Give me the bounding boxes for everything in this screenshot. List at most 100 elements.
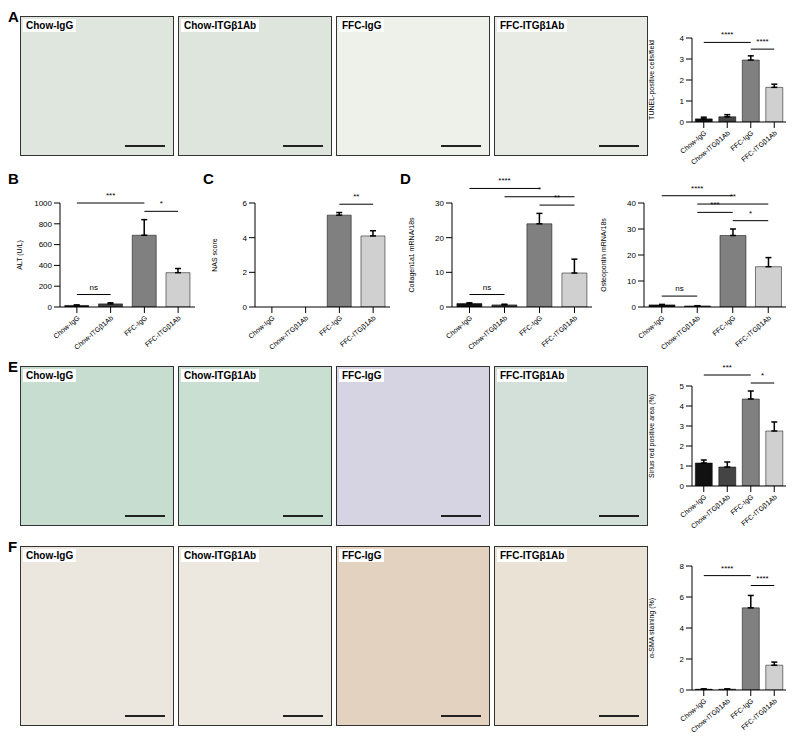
svg-text:NAS score: NAS score <box>211 238 218 272</box>
svg-text:3: 3 <box>680 55 685 64</box>
svg-text:Collagen1a1 mRNA/18s: Collagen1a1 mRNA/18s <box>408 217 416 293</box>
html-text:D: D <box>400 170 411 187</box>
svg-text:FFC-ITGβ1Ab: FFC-ITGβ1Ab <box>144 314 183 349</box>
svg-text:Chow-ITGβ1Ab: Chow-ITGβ1Ab <box>690 493 732 530</box>
svg-text:Chow-ITGβ1Ab: Chow-ITGβ1Ab <box>660 314 702 351</box>
svg-text:Chow-IgG: Chow-IgG <box>247 314 276 340</box>
svg-text:2: 2 <box>243 268 248 277</box>
svg-text:30: 30 <box>435 199 444 208</box>
svg-text:0: 0 <box>632 303 637 312</box>
svg-text:4: 4 <box>680 402 685 411</box>
svg-text:10: 10 <box>435 268 444 277</box>
svg-text:FFC-ITGβ1Ab: FFC-ITGβ1Ab <box>540 314 579 349</box>
svg-text:FFC-IgG: FFC-IgG <box>729 697 755 721</box>
svg-text:****: **** <box>691 184 703 193</box>
svg-text:FFC-ITGβ1Ab: FFC-ITGβ1Ab <box>740 493 779 528</box>
svg-text:ns: ns <box>675 284 683 293</box>
svg-text:2: 2 <box>680 655 685 664</box>
html-text:Chow-IgG: Chow-IgG <box>26 370 74 381</box>
svg-text:ALT (U/L): ALT (U/L) <box>16 240 24 270</box>
svg-text:****: **** <box>721 30 733 39</box>
svg-text:***: *** <box>106 191 115 200</box>
html-text:FFC-IgG: FFC-IgG <box>342 370 382 381</box>
svg-text:FFC-ITGβ1Ab: FFC-ITGβ1Ab <box>339 314 378 349</box>
svg-text:*: * <box>749 209 752 218</box>
svg-text:α-SMA staining (%): α-SMA staining (%) <box>648 598 656 658</box>
svg-text:****: **** <box>721 564 733 573</box>
svg-text:1: 1 <box>680 97 685 106</box>
html-text:FFC-IgG: FFC-IgG <box>342 20 382 31</box>
svg-text:Chow-ITGβ1Ab: Chow-ITGβ1Ab <box>268 314 310 351</box>
svg-text:Chow-IgG: Chow-IgG <box>637 314 666 340</box>
svg-text:10: 10 <box>627 277 636 286</box>
svg-text:Chow-ITGβ1Ab: Chow-ITGβ1Ab <box>690 697 732 734</box>
svg-text:600: 600 <box>39 240 53 249</box>
html-text:Chow-ITGβ1Ab: Chow-ITGβ1Ab <box>184 370 257 381</box>
svg-text:2: 2 <box>680 442 685 451</box>
svg-text:40: 40 <box>627 199 636 208</box>
svg-text:**: ** <box>730 192 736 201</box>
svg-text:**: ** <box>353 192 359 201</box>
svg-text:FFC-IgG: FFC-IgG <box>729 129 755 153</box>
svg-text:FFC-IgG: FFC-IgG <box>123 314 149 338</box>
svg-text:Sirius red positive area (%): Sirius red positive area (%) <box>648 394 656 478</box>
svg-text:0: 0 <box>680 118 685 127</box>
svg-text:0: 0 <box>48 303 53 312</box>
html-text:B: B <box>8 170 19 187</box>
svg-text:Osteopontin mRNA/18s: Osteopontin mRNA/18s <box>600 218 608 292</box>
svg-text:****: **** <box>498 176 510 185</box>
svg-text:0: 0 <box>243 303 248 312</box>
svg-text:0: 0 <box>440 303 445 312</box>
svg-text:800: 800 <box>39 220 53 229</box>
svg-text:1000: 1000 <box>34 199 52 208</box>
svg-text:4: 4 <box>680 624 685 633</box>
svg-text:20: 20 <box>435 234 444 243</box>
html-text:A: A <box>8 8 19 25</box>
svg-text:0: 0 <box>680 482 685 491</box>
svg-text:30: 30 <box>627 225 636 234</box>
svg-text:20: 20 <box>627 251 636 260</box>
svg-text:FFC-IgG: FFC-IgG <box>318 314 344 338</box>
svg-text:FFC-ITGβ1Ab: FFC-ITGβ1Ab <box>734 314 773 349</box>
html-text:Chow-ITGβ1Ab: Chow-ITGβ1Ab <box>184 20 257 31</box>
svg-text:*: * <box>538 185 541 194</box>
svg-text:Chow-IgG: Chow-IgG <box>678 697 708 723</box>
svg-text:400: 400 <box>39 261 53 270</box>
svg-text:*: * <box>761 371 764 380</box>
svg-text:ns: ns <box>90 283 98 292</box>
svg-text:Chow-IgG: Chow-IgG <box>678 129 708 155</box>
svg-text:FFC-IgG: FFC-IgG <box>711 314 737 338</box>
html-text:C: C <box>203 170 214 187</box>
svg-text:****: **** <box>756 37 768 46</box>
svg-text:****: **** <box>756 574 768 583</box>
svg-text:6: 6 <box>243 199 248 208</box>
svg-text:Chow-ITGβ1Ab: Chow-ITGβ1Ab <box>467 314 509 351</box>
svg-text:ns: ns <box>483 283 491 292</box>
svg-text:Chow-ITGβ1Ab: Chow-ITGβ1Ab <box>73 314 115 351</box>
svg-text:4: 4 <box>680 34 685 43</box>
svg-text:Chow-ITGβ1Ab: Chow-ITGβ1Ab <box>690 129 732 166</box>
html-text:FFC-ITGβ1Ab: FFC-ITGβ1Ab <box>500 20 565 31</box>
svg-text:TUNEL-positive cells/field: TUNEL-positive cells/field <box>648 40 656 120</box>
svg-text:3: 3 <box>680 422 685 431</box>
svg-text:6: 6 <box>680 593 685 602</box>
svg-text:FFC-ITGβ1Ab: FFC-ITGβ1Ab <box>740 697 779 732</box>
svg-text:0: 0 <box>680 686 685 695</box>
svg-text:Chow-IgG: Chow-IgG <box>52 314 81 340</box>
svg-text:FFC-ITGβ1Ab: FFC-ITGβ1Ab <box>740 129 779 164</box>
svg-text:8: 8 <box>680 562 685 571</box>
svg-text:*: * <box>160 199 163 208</box>
svg-text:5: 5 <box>680 382 685 391</box>
svg-text:4: 4 <box>243 234 248 243</box>
svg-text:***: *** <box>710 200 719 209</box>
svg-text:200: 200 <box>39 282 53 291</box>
svg-text:***: *** <box>723 363 732 372</box>
svg-text:Chow-IgG: Chow-IgG <box>445 314 474 340</box>
html-text:Chow-IgG: Chow-IgG <box>26 20 74 31</box>
svg-text:1: 1 <box>680 462 685 471</box>
svg-text:FFC-IgG: FFC-IgG <box>729 493 755 517</box>
svg-text:FFC-IgG: FFC-IgG <box>518 314 544 338</box>
svg-text:2: 2 <box>680 76 685 85</box>
svg-text:**: ** <box>554 193 560 202</box>
svg-text:Chow-IgG: Chow-IgG <box>678 493 708 519</box>
